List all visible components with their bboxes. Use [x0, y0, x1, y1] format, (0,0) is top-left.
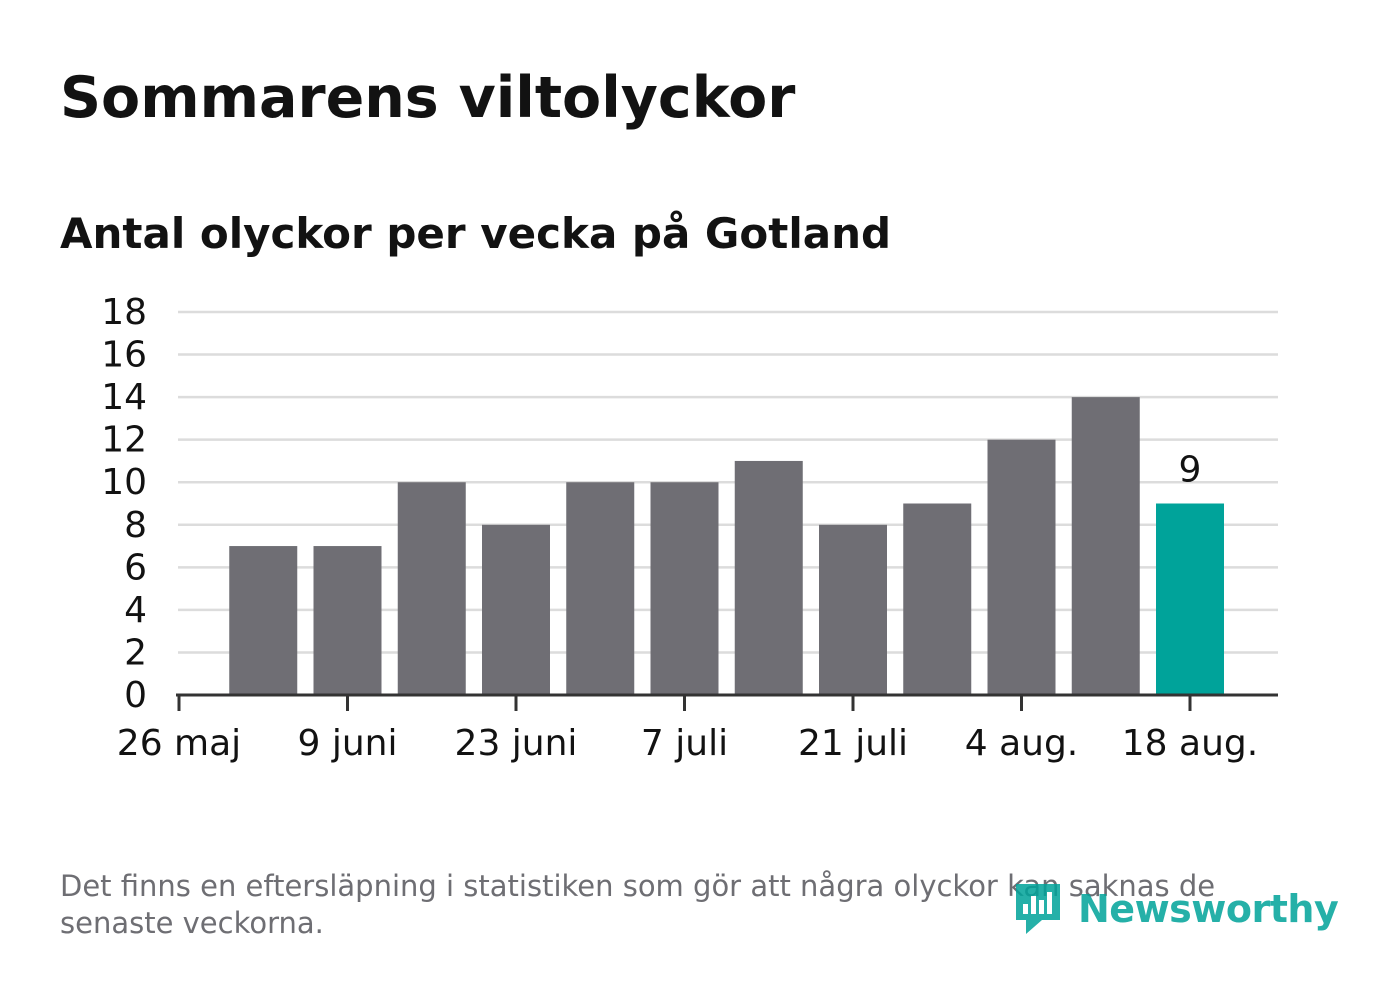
bar [397, 482, 466, 695]
data-labels: 9 [1179, 450, 1202, 491]
bar [566, 482, 635, 695]
bar-highlight [1156, 503, 1224, 695]
x-tick-label: 23 juni [455, 723, 578, 764]
bar [482, 524, 550, 695]
y-tick-label: 16 [101, 335, 147, 376]
y-tick-label: 18 [101, 292, 147, 333]
bar [903, 503, 972, 695]
chart-title: Sommarens viltolyckor [60, 65, 796, 131]
y-tick-label: 0 [124, 675, 147, 716]
chart-subtitle: Antal olyckor per vecka på Gotland [60, 209, 892, 258]
x-tick-label: 18 aug. [1122, 723, 1258, 764]
bar [229, 546, 298, 695]
y-tick-label: 8 [124, 505, 147, 546]
y-tick-label: 12 [101, 420, 147, 461]
x-tick-label: 21 juli [798, 723, 908, 764]
bar [1071, 397, 1140, 695]
bars [229, 397, 1224, 695]
bar [819, 524, 887, 695]
newsworthy-logo: Newsworthy [1012, 880, 1339, 938]
x-axis-ticks: 26 maj 9 juni 23 juni 7 juli 21 juli 4 aug. 18… [117, 695, 1258, 764]
bar [987, 439, 1056, 695]
newsworthy-logo-text: Newsworthy [1078, 887, 1339, 931]
newsworthy-logo-icon [1016, 884, 1060, 934]
y-tick-label: 4 [124, 590, 147, 631]
x-tick-label: 26 maj [117, 723, 241, 764]
y-tick-label: 10 [101, 462, 147, 503]
bar [734, 460, 803, 695]
bar-value-label: 9 [1179, 450, 1202, 491]
y-tick-label: 6 [124, 547, 147, 588]
bar [650, 482, 719, 695]
x-tick-label: 9 juni [298, 723, 398, 764]
x-tick-label: 7 juli [641, 723, 728, 764]
x-tick-label: 4 aug. [965, 723, 1079, 764]
bar [313, 546, 382, 695]
y-tick-label: 2 [124, 632, 147, 673]
y-tick-label: 14 [101, 377, 147, 418]
